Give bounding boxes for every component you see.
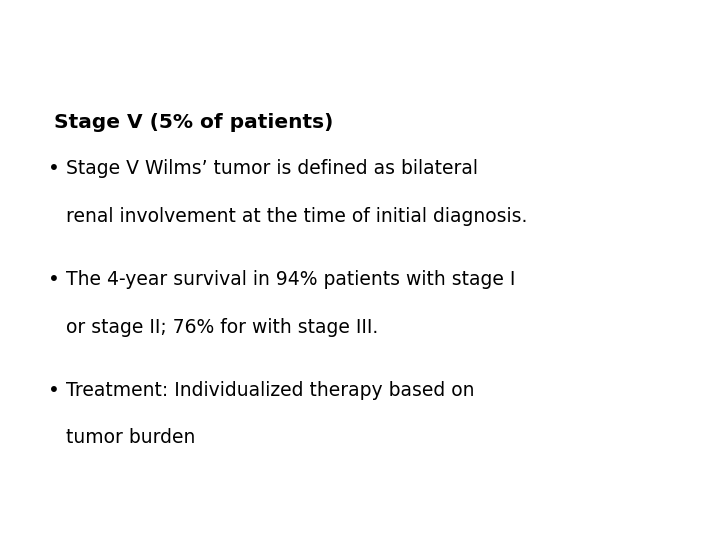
Text: tumor burden: tumor burden bbox=[66, 428, 196, 447]
Text: Stage V Wilms’ tumor is defined as bilateral: Stage V Wilms’ tumor is defined as bilat… bbox=[66, 159, 478, 178]
Text: Treatment: Individualized therapy based on: Treatment: Individualized therapy based … bbox=[66, 381, 474, 400]
Text: renal involvement at the time of initial diagnosis.: renal involvement at the time of initial… bbox=[66, 207, 528, 226]
Text: •: • bbox=[48, 270, 60, 289]
Text: •: • bbox=[48, 159, 60, 178]
Text: The 4-year survival in 94% patients with stage I: The 4-year survival in 94% patients with… bbox=[66, 270, 516, 289]
Text: or stage II; 76% for with stage III.: or stage II; 76% for with stage III. bbox=[66, 318, 379, 336]
Text: •: • bbox=[48, 381, 60, 400]
Text: Stage V (5% of patients): Stage V (5% of patients) bbox=[54, 113, 333, 132]
